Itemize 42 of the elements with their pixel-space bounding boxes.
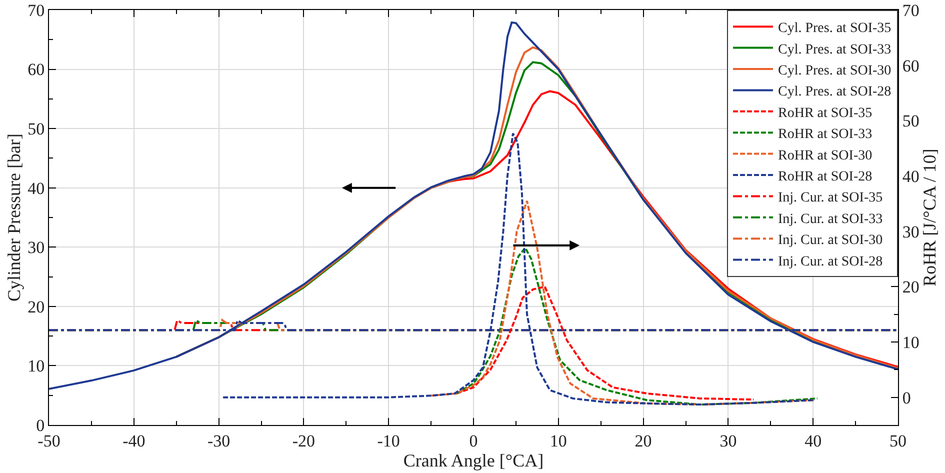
- legend-label: RoHR at SOI-30: [778, 148, 872, 164]
- y2-tick-label: 40: [902, 166, 920, 186]
- x-tick-label: -20: [292, 431, 316, 450]
- x-tick-label: -10: [377, 431, 400, 450]
- x-tick-label: 50: [890, 431, 906, 450]
- x-tick-label: 40: [804, 431, 822, 450]
- y2-tick-label: 30: [902, 222, 920, 242]
- x-tick-label: -40: [122, 431, 146, 450]
- legend-label: Inj. Cur. at SOI-33: [778, 212, 883, 227]
- legend-label: Cyl. Pres. at SOI-28: [778, 84, 892, 100]
- y2-tick-label: 10: [902, 332, 920, 352]
- x-tick-label: 30: [720, 431, 737, 450]
- y-tick-label: 50: [28, 120, 45, 139]
- y-axis-title: Cylinder Pressure [bar]: [4, 134, 24, 302]
- legend-label: Cyl. Pres. at SOI-33: [778, 42, 892, 58]
- legend-label: Cyl. Pres. at SOI-30: [778, 63, 892, 78]
- line-series: [49, 21, 898, 390]
- y-tick-label: 20: [28, 297, 45, 316]
- y-tick-label: 60: [28, 60, 45, 80]
- y2-tick-label: 70: [902, 0, 920, 20]
- legend-label: RoHR at SOI-35: [778, 106, 872, 121]
- y-tick-label: 30: [28, 238, 45, 258]
- legend-label: Inj. Cur. at SOI-28: [778, 254, 883, 270]
- x-tick-label: 0: [469, 431, 478, 450]
- y-tick-label: 40: [28, 178, 45, 198]
- legend-label: Inj. Cur. at SOI-35: [778, 190, 883, 206]
- y2-tick-label: 20: [902, 278, 920, 297]
- legend-label: Cyl. Pres. at SOI-35: [778, 21, 892, 36]
- y2-tick-label: 0: [902, 388, 911, 408]
- legend-label: RoHR at SOI-33: [778, 127, 872, 142]
- y-tick-label: 10: [28, 356, 45, 376]
- x-tick-label: -30: [207, 431, 230, 450]
- y2-tick-label: 60: [902, 56, 920, 76]
- legend-label: Inj. Cur. at SOI-30: [778, 233, 883, 248]
- x-tick-label: 10: [550, 431, 567, 450]
- y2-axis-title: RoHR [J/°CA / 10]: [919, 148, 940, 286]
- y2-tick-label: 50: [902, 112, 920, 131]
- line-series: [456, 286, 755, 401]
- y-tick-label: 70: [28, 0, 45, 20]
- x-axis-title: Crank Angle [°CA]: [403, 450, 544, 470]
- x-tick-label: 20: [634, 431, 652, 450]
- legend-label: RoHR at SOI-28: [778, 169, 872, 184]
